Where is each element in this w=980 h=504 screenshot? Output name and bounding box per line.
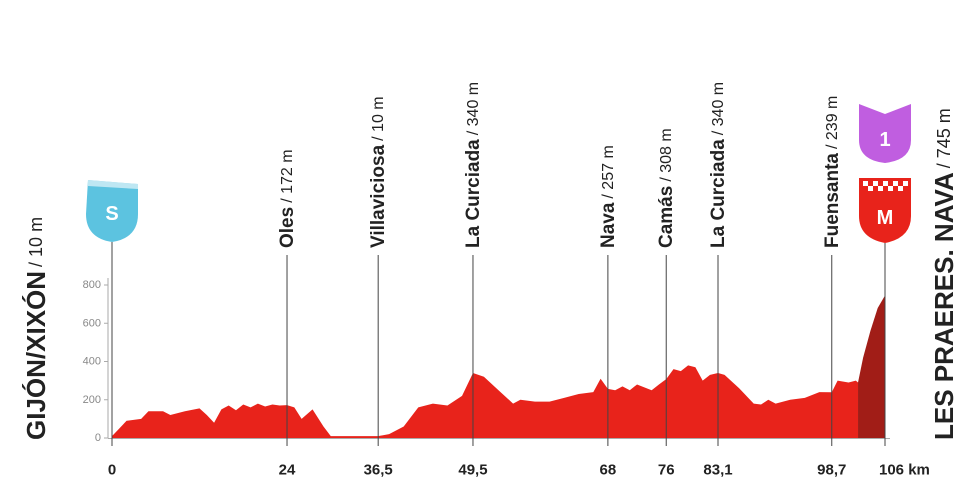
x-tick-label: 24 <box>279 462 296 479</box>
waypoint-label: Fuensanta / 239 m <box>821 96 842 248</box>
x-tick-label: 76 <box>658 462 675 479</box>
waypoint-label-elevation: / 340 m <box>710 82 727 135</box>
waypoint-label-name: La Curciada <box>708 139 729 248</box>
start-label-elevation: / 10 m <box>26 217 46 267</box>
x-tick-label: 106 km <box>879 462 930 479</box>
y-tick-label: 200 <box>83 394 101 406</box>
y-tick-label: 800 <box>83 279 101 291</box>
waypoint-label-name: Oles <box>277 207 298 248</box>
waypoint-label-name: Nava <box>597 202 618 248</box>
waypoint-label: La Curciada / 340 m <box>708 82 729 248</box>
y-tick-label: 400 <box>83 356 101 368</box>
waypoint-label: Oles / 172 m <box>277 149 298 248</box>
x-tick-label: 83,1 <box>703 462 732 479</box>
finish-label-name: LES PRAERES. NAVA <box>929 172 959 440</box>
finish-badge: M <box>859 178 911 243</box>
waypoint-label-elevation: / 172 m <box>279 149 296 202</box>
x-tick-label: 49,5 <box>458 462 487 479</box>
waypoint-label-elevation: / 340 m <box>464 82 481 135</box>
waypoint-label-name: La Curciada <box>462 139 483 248</box>
waypoint-label-name: Fuensanta <box>821 153 842 248</box>
start-badge: S <box>86 180 138 242</box>
waypoint-label: La Curciada / 340 m <box>462 82 483 248</box>
x-tick-label: 98,7 <box>817 462 846 479</box>
finish-label: LES PRAERES. NAVA / 745 m <box>929 108 959 440</box>
elevation-area <box>858 295 885 438</box>
finish-badge-label: M <box>877 207 894 229</box>
waypoint-label-elevation: / 239 m <box>823 96 840 149</box>
climb-badge: 1 <box>859 104 911 163</box>
y-tick-label: 0 <box>95 432 101 444</box>
waypoint-label-name: Camás <box>656 186 677 248</box>
waypoint-label: Camás / 308 m <box>656 128 677 248</box>
start-badge-label: S <box>105 203 118 225</box>
x-tick-label: 36,5 <box>364 462 393 479</box>
y-tick-label: 600 <box>83 317 101 329</box>
climb-badge-label: 1 <box>879 129 890 151</box>
start-label-name: GIJÓN/XIXÓN <box>21 271 51 440</box>
finish-label-elevation: / 745 m <box>934 108 954 168</box>
elevation-area <box>112 365 859 438</box>
waypoint-label: Nava / 257 m <box>597 145 618 248</box>
start-label: GIJÓN/XIXÓN / 10 m <box>21 217 51 440</box>
waypoint-label-elevation: / 10 m <box>370 96 387 140</box>
waypoint-label: Villaviciosa / 10 m <box>368 96 389 248</box>
waypoint-label-name: Villaviciosa <box>368 144 389 248</box>
waypoint-label-elevation: / 257 m <box>599 145 616 198</box>
waypoint-label-elevation: / 308 m <box>658 128 675 181</box>
x-tick-label: 68 <box>600 462 617 479</box>
x-tick-label: 0 <box>108 462 116 479</box>
